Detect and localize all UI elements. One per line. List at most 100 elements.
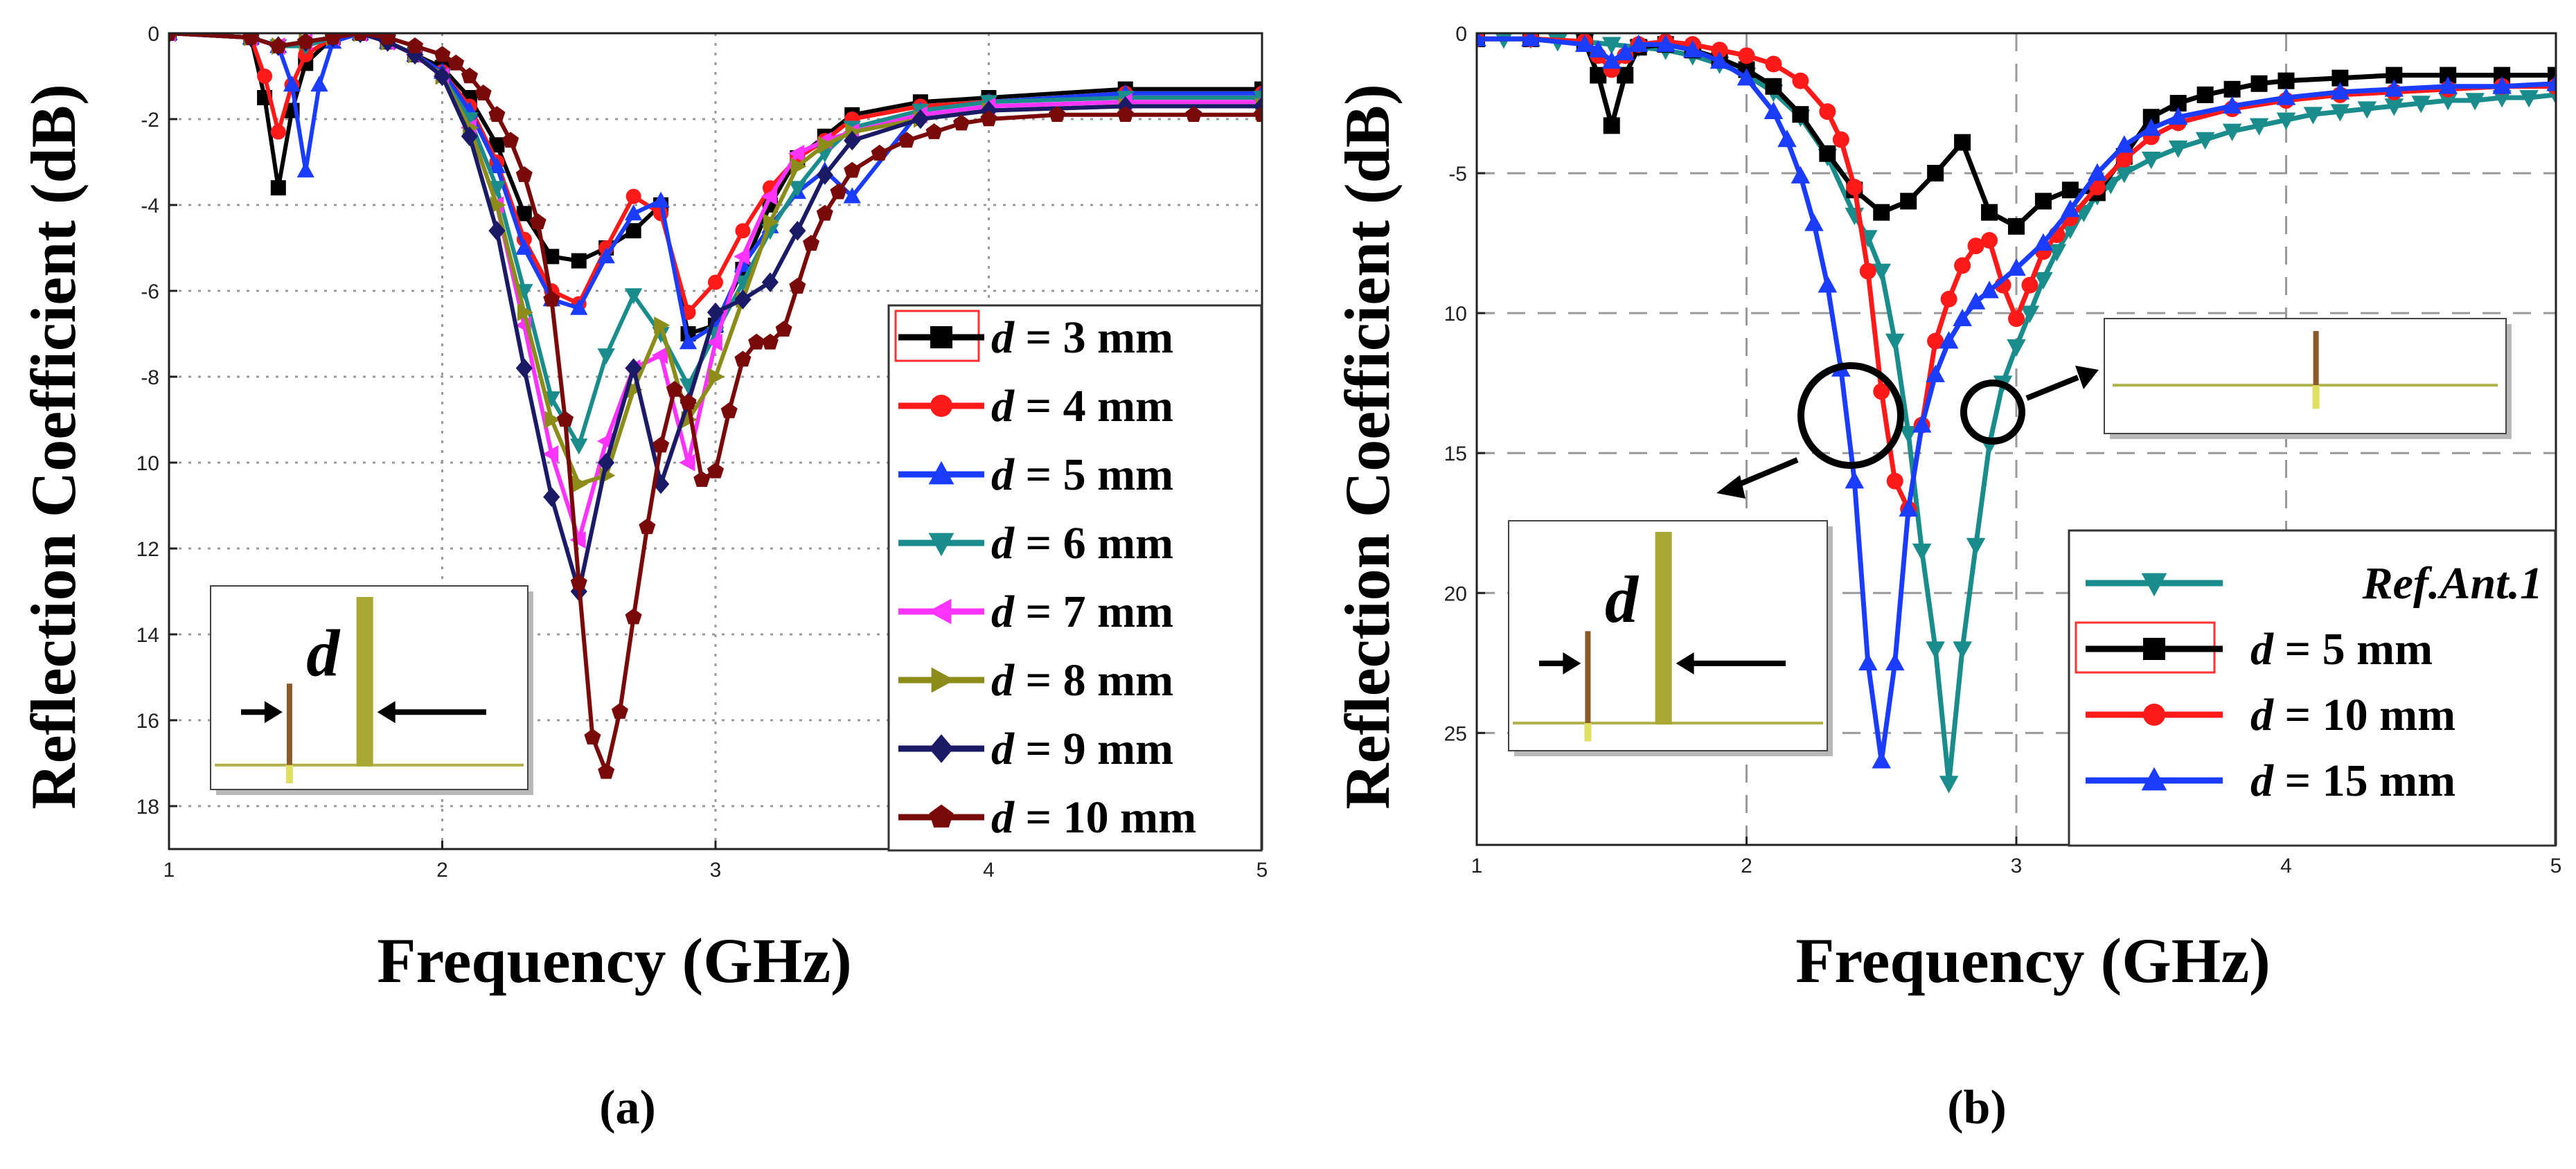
- data-point: [1791, 166, 1811, 184]
- data-point: [898, 132, 916, 148]
- y-tick-label: 10: [1444, 303, 1467, 325]
- data-point: [2303, 107, 2323, 125]
- data-point: [1736, 68, 1757, 86]
- data-point: [515, 238, 533, 255]
- data-point: [597, 348, 615, 365]
- x-tick-label: 3: [710, 859, 722, 882]
- dimension-label-d: d: [306, 616, 341, 690]
- data-point: [1185, 106, 1202, 123]
- data-point: [1765, 78, 1782, 95]
- y-tick-label: 16: [136, 710, 159, 733]
- data-point: [639, 518, 656, 535]
- data-point: [1967, 238, 1984, 255]
- data-point: [1953, 308, 1972, 327]
- data-point: [707, 462, 725, 479]
- data-point: [2384, 98, 2404, 116]
- feed-stub: [1584, 723, 1592, 742]
- data-point: [2277, 72, 2295, 89]
- data-point: [570, 298, 588, 315]
- x-tick-label: 1: [163, 859, 175, 882]
- data-point: [625, 608, 642, 625]
- data-point: [1738, 47, 1755, 64]
- data-point: [2492, 90, 2512, 108]
- data-point: [529, 213, 547, 230]
- y-tick-label: 20: [1444, 582, 1467, 605]
- data-point: [625, 204, 643, 221]
- data-point: [708, 274, 723, 290]
- data-point: [2008, 310, 2025, 328]
- data-point: [461, 67, 478, 84]
- data-point: [1765, 55, 1782, 73]
- data-point: [2357, 101, 2377, 119]
- monopole-strip: [2313, 331, 2319, 386]
- data-point: [735, 223, 751, 239]
- data-point: [2222, 123, 2242, 141]
- data-point: [763, 213, 780, 231]
- data-point: [1939, 331, 1959, 349]
- legend-entry: Ref.Ant.1: [2086, 558, 2543, 609]
- data-point: [651, 346, 668, 364]
- y-tick-label: -6: [141, 280, 159, 303]
- data-point: [1885, 333, 1905, 351]
- y-axis-label-b: Reflection Coefficient (dB): [1332, 84, 1403, 809]
- data-point: [1873, 204, 1890, 221]
- data-point: [2047, 244, 2067, 262]
- data-point: [1939, 776, 1959, 794]
- data-point: [1966, 537, 1986, 555]
- series-4: [1477, 33, 2556, 769]
- legend-entry: d = 10 mm: [2086, 690, 2455, 740]
- data-point: [1477, 33, 1486, 46]
- data-point: [1521, 33, 1540, 46]
- data-point: [1940, 290, 1957, 307]
- legend-marker: [929, 804, 954, 828]
- data-point: [379, 33, 396, 45]
- data-point: [803, 235, 820, 251]
- data-point: [1588, 39, 1608, 58]
- y-tick-label: 10: [136, 452, 159, 475]
- legend-label: d = 8 mm: [991, 655, 1173, 706]
- data-point: [679, 454, 695, 472]
- data-point: [2250, 75, 2268, 92]
- data-point: [1804, 213, 1824, 231]
- data-point: [1832, 131, 1849, 148]
- data-point: [790, 157, 807, 175]
- data-point: [816, 165, 833, 185]
- data-point: [2276, 112, 2296, 130]
- data-point: [434, 46, 451, 62]
- legend-label: d = 5 mm: [991, 449, 1173, 500]
- data-point: [2061, 181, 2079, 199]
- panel-label-b: (b): [1947, 1081, 2007, 1134]
- series-2: [169, 33, 1262, 320]
- data-point: [789, 220, 806, 241]
- data-point: [1981, 232, 1998, 249]
- data-point: [353, 33, 368, 41]
- data-point: [1049, 106, 1066, 123]
- y-tick-label: 0: [1455, 23, 1467, 46]
- data-point: [1954, 257, 1971, 274]
- data-point: [1628, 34, 1649, 52]
- data-point: [1885, 652, 1905, 671]
- highlight-circle-large: [1797, 362, 1904, 469]
- data-point: [1601, 51, 1622, 69]
- data-point: [1575, 34, 1595, 52]
- data-point: [2034, 233, 2053, 251]
- data-point: [1927, 165, 1944, 182]
- data-point: [474, 84, 492, 101]
- data-point: [2020, 305, 2040, 323]
- data-point: [1926, 364, 1945, 382]
- data-point: [830, 183, 847, 199]
- data-point: [1872, 751, 1892, 769]
- data-point: [1981, 204, 1998, 221]
- legend-entry: d = 5 mm: [898, 449, 1173, 500]
- data-point: [654, 316, 670, 334]
- data-point: [2115, 150, 2133, 168]
- legend-marker: [2143, 704, 2165, 726]
- data-point: [775, 321, 792, 337]
- legend-label: d = 9 mm: [991, 724, 1173, 774]
- data-point: [625, 223, 641, 239]
- data-point: [720, 402, 738, 418]
- data-point: [611, 702, 628, 719]
- data-point: [1858, 652, 1878, 671]
